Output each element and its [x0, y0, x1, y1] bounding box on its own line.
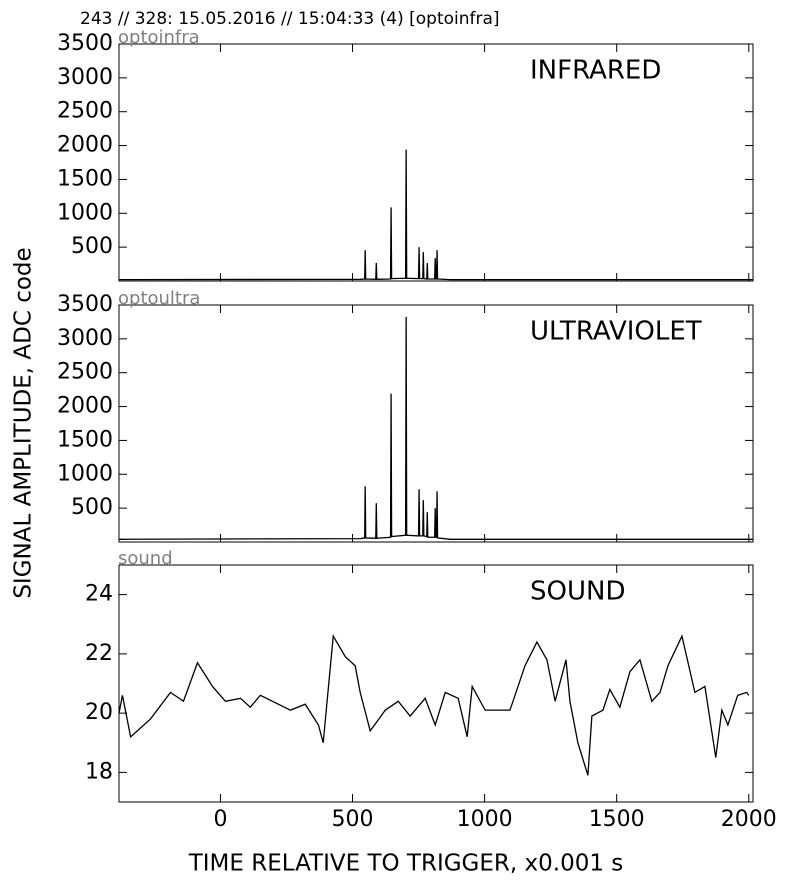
annotation: ULTRAVIOLET — [530, 317, 702, 347]
y-tick-label: 1500 — [57, 427, 113, 452]
y-tick-label: 1000 — [57, 200, 113, 225]
annotation: INFRARED — [530, 56, 661, 86]
y-tick-label: 3500 — [57, 292, 113, 317]
x-tick-label: 500 — [332, 807, 374, 832]
y-tick-label: 2500 — [57, 99, 113, 124]
y-tick-label: 500 — [71, 495, 113, 520]
x-tick-label: 0 — [213, 807, 227, 832]
y-tick-label: 2000 — [57, 133, 113, 158]
y-tick-label: 1000 — [57, 461, 113, 486]
y-tick-label: 22 — [85, 641, 113, 666]
y-tick-label: 18 — [85, 759, 113, 784]
y-tick-label: 3000 — [57, 326, 113, 351]
signal-line — [118, 634, 750, 776]
header: 243 // 328: 15.05.2016 // 15:04:33 (4) [… — [80, 9, 500, 29]
x-tick-label: 2000 — [721, 807, 777, 832]
y-tick-label: 2000 — [57, 394, 113, 419]
y-tick-label: 500 — [71, 234, 113, 259]
plot-frame — [118, 43, 754, 282]
y-tick-label: 3500 — [57, 31, 113, 56]
plot-frame — [118, 564, 754, 803]
signal-line — [118, 316, 753, 540]
y-tick-label: 24 — [85, 582, 113, 607]
x-axis-label: TIME RELATIVE TO TRIGGER, x0.001 s — [188, 851, 624, 877]
y-tick-label: 3000 — [57, 65, 113, 90]
annotation: SOUND — [530, 577, 625, 607]
x-tick-label: 1500 — [589, 807, 645, 832]
y-tick-label: 2500 — [57, 360, 113, 385]
y-tick-label: 1500 — [57, 166, 113, 191]
signal-line — [118, 149, 753, 281]
y-tick-label: 20 — [85, 700, 113, 725]
x-tick-label: 1000 — [457, 807, 513, 832]
plot-frame — [118, 304, 754, 543]
y-axis-label: SIGNAL AMPLITUDE, ADC code — [11, 247, 37, 598]
panel-label: optoinfra — [118, 27, 200, 48]
panel-label: sound — [118, 548, 173, 569]
panel-label: optoultra — [118, 288, 200, 309]
